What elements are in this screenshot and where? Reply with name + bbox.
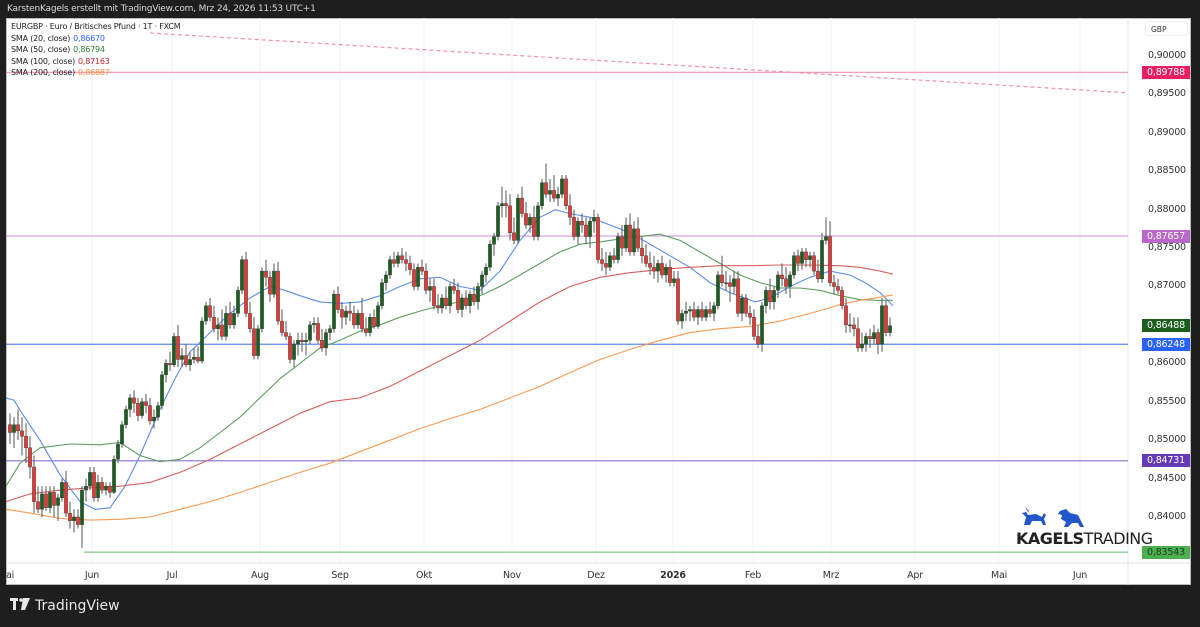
time-label: ai	[5, 570, 15, 581]
price-tag: 0,84731	[1142, 454, 1190, 468]
time-label: Sep	[331, 570, 349, 581]
price-tag: 0,86248	[1142, 337, 1190, 351]
price-chart[interactable]	[6, 18, 1191, 585]
sma-200-value: 0,86887	[78, 68, 110, 77]
price-tag: 0,83543	[1142, 545, 1190, 559]
time-label: Mrz	[822, 570, 840, 581]
tradingview-logo-icon	[10, 598, 30, 614]
tradingview-footer[interactable]: TradingView	[10, 598, 120, 614]
sma-50-label: SMA (50, close)	[11, 45, 71, 54]
sma-100-value: 0,87163	[78, 56, 110, 66]
price-tag: 0,89788	[1142, 65, 1190, 79]
symbol-title[interactable]: EURGBP · Euro / Britisches Pfund · 1T · …	[11, 22, 181, 31]
price-tick: 0,85000	[1148, 434, 1186, 446]
chart-frame	[6, 18, 1191, 585]
legend-sma-20[interactable]: SMA (20, close) 0,86670	[11, 33, 180, 45]
time-label: Mai	[990, 570, 1008, 581]
price-tick: 0,85500	[1148, 395, 1186, 407]
currency-label[interactable]: GBP	[1145, 21, 1188, 36]
legend-sma-100[interactable]: SMA (100, close) 0,87163	[11, 56, 180, 68]
price-tick: 0,84000	[1148, 510, 1186, 522]
legend-sma-50[interactable]: SMA (50, close) 0,86794	[11, 44, 180, 56]
brand-light: TRADING	[1083, 529, 1154, 548]
price-tick: 0,88000	[1148, 203, 1186, 215]
price-tick: 0,86000	[1148, 357, 1186, 369]
chart-legend: EURGBP · Euro / Britisches Pfund · 1T · …	[11, 21, 181, 79]
time-label: Jun	[84, 570, 100, 581]
time-label: Jul	[166, 570, 178, 581]
legend-sma-200[interactable]: SMA (200, close) 0,86887	[11, 67, 180, 79]
sma-20-label: SMA (20, close)	[11, 33, 71, 43]
attribution-bar: KarstenKagels erstellt mit TradingView.c…	[0, 0, 1200, 18]
price-tick: 0,88500	[1148, 165, 1186, 177]
time-label: Nov	[503, 570, 521, 581]
price-tick: 0,89000	[1148, 126, 1186, 138]
time-label: Dez	[587, 570, 605, 581]
time-label: Jun	[1072, 570, 1088, 581]
sma-200-label: SMA (200, close)	[11, 68, 75, 77]
time-label: Feb	[744, 570, 762, 581]
time-label: Aug	[251, 570, 269, 581]
time-label: Okt	[415, 570, 433, 581]
tradingview-wordmark: TradingView	[35, 598, 120, 614]
sma-100-label: SMA (100, close)	[11, 56, 75, 66]
price-tick: 0,84500	[1148, 472, 1186, 484]
sma-50-value: 0,86794	[73, 45, 105, 54]
bull-bear-icon	[1022, 507, 1084, 527]
price-tag: 0,87657	[1142, 229, 1190, 243]
time-label: 2026	[660, 570, 686, 581]
kagels-trading-logo: KAGELSTRADING	[1016, 503, 1153, 548]
price-tick: 0,89500	[1148, 88, 1186, 100]
time-label: Apr	[907, 570, 923, 581]
price-tag: 0,86488	[1142, 319, 1190, 333]
price-tick: 0,87500	[1148, 242, 1186, 254]
price-tick: 0,90000	[1148, 50, 1186, 61]
sma-20-value: 0,86670	[73, 33, 105, 43]
brand-bold: KAGELS	[1016, 529, 1084, 548]
price-tick: 0,87000	[1148, 280, 1186, 292]
